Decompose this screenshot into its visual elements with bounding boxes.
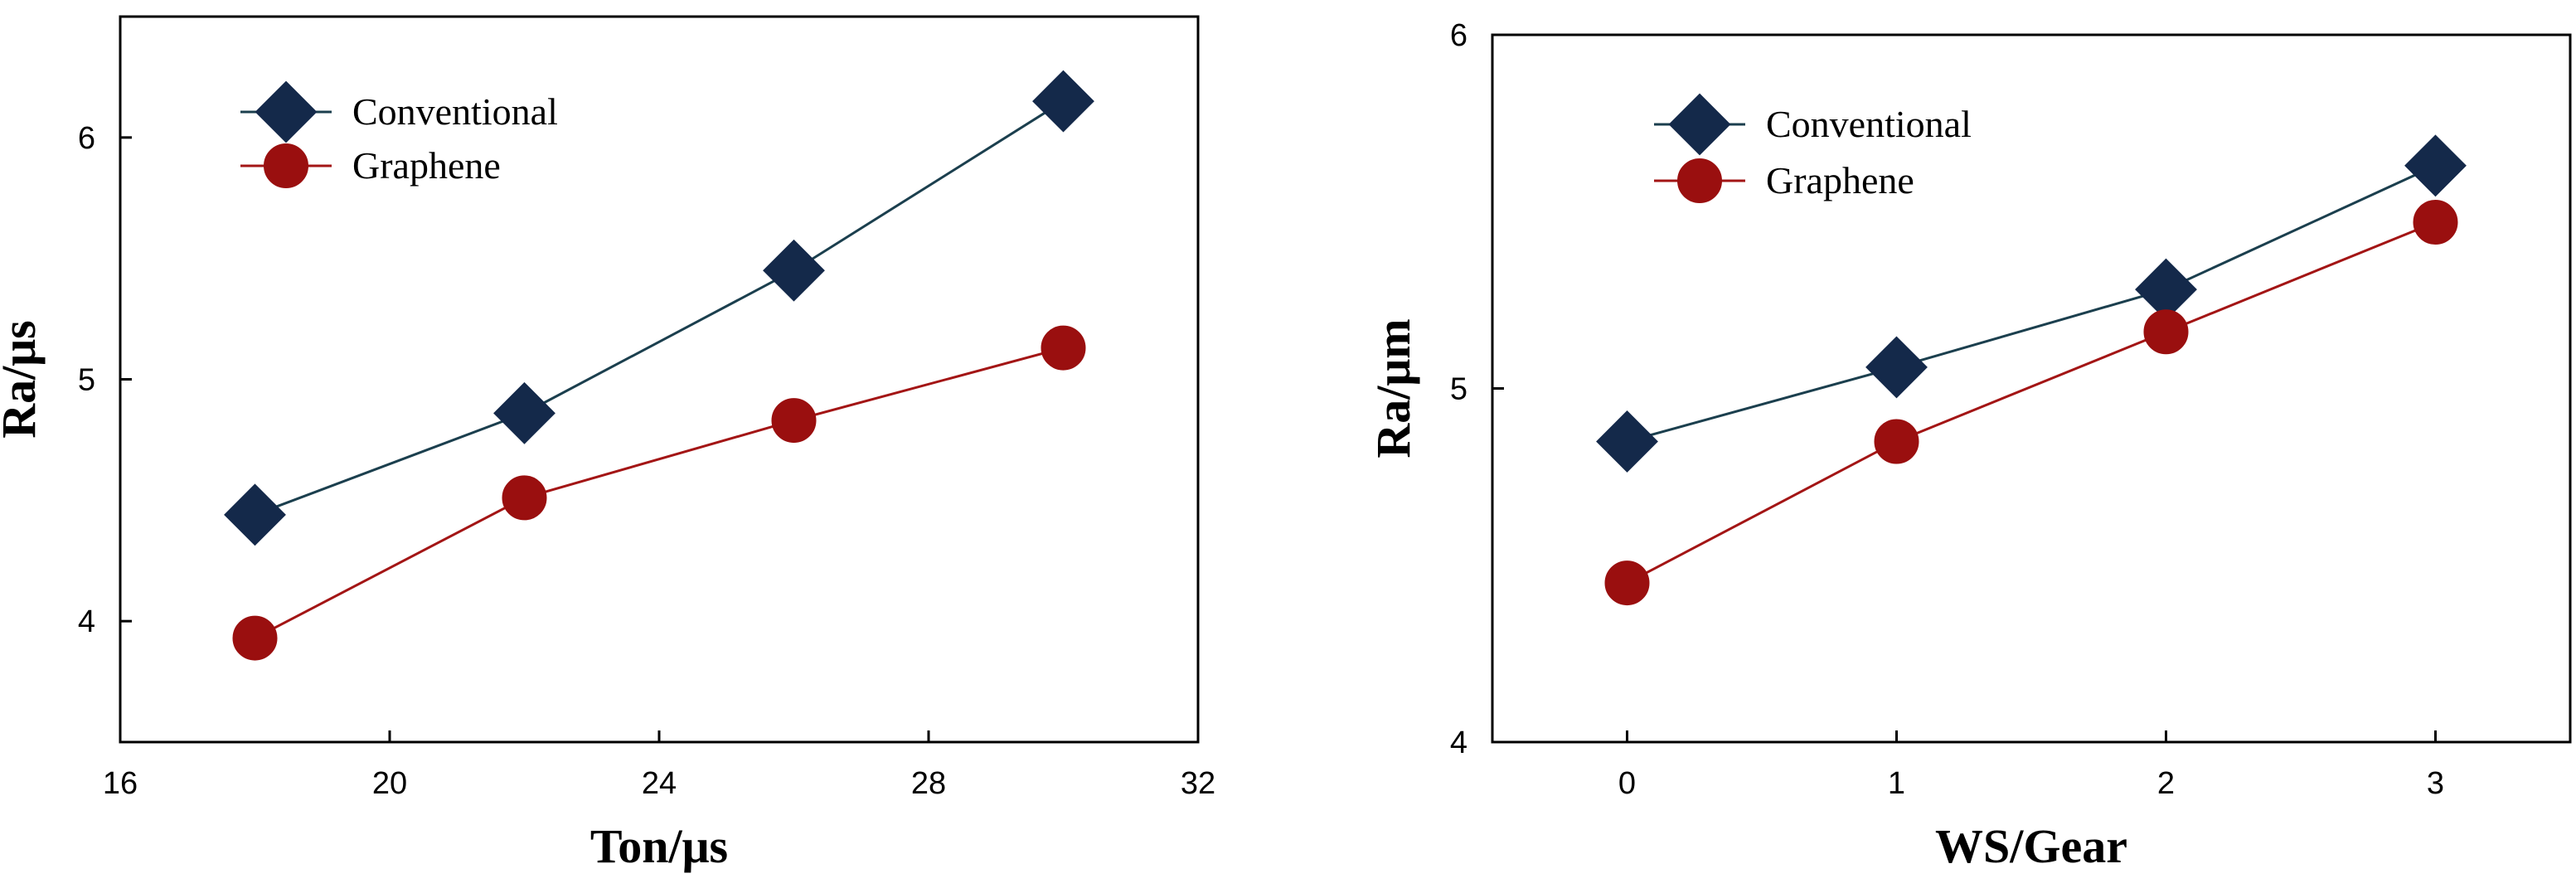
data-point-conventional [2404, 134, 2467, 197]
x-tick-label: 20 [372, 766, 407, 801]
legend-label: Graphene [1766, 159, 1914, 201]
y-tick-label: 4 [1450, 725, 1467, 760]
series-line-graphene [1626, 221, 2437, 585]
legend-label: Conventional [1766, 103, 1972, 145]
data-point-graphene [771, 398, 817, 444]
series-line-conventional [1627, 164, 2437, 443]
x-axis-title: Ton/μs [590, 819, 728, 873]
data-point-graphene [1604, 560, 1650, 606]
y-axis-title: Ra/μs [0, 320, 46, 438]
x-tick-label: 0 [1618, 766, 1636, 801]
left-chart: 16 20 24 28 32 4 5 6 Ton/μs Ra/μs Conventional Grap… [0, 15, 1215, 873]
data-point-graphene [1874, 419, 1919, 464]
data-point-graphene [502, 475, 547, 521]
x-tick-label: 28 [911, 766, 946, 801]
data-point-conventional [1596, 410, 1658, 473]
data-point-conventional [1865, 336, 1928, 399]
y-tick-label: 5 [1450, 372, 1467, 407]
data-point-conventional [763, 239, 825, 302]
x-tick-label: 16 [103, 766, 138, 801]
data-point-graphene [2413, 200, 2458, 245]
data-point-conventional [224, 483, 286, 546]
y-tick-label: 4 [78, 604, 95, 639]
data-point-conventional [1032, 70, 1094, 133]
x-axis-title: WS/Gear [1935, 819, 2127, 873]
legend-marker-graphene [1677, 158, 1722, 203]
data-point-conventional [493, 381, 555, 444]
y-tick-label: 6 [78, 121, 95, 156]
y-axis-title: Ra/μm [1366, 318, 1420, 458]
x-tick-label: 2 [2157, 766, 2175, 801]
y-tick-label: 5 [78, 363, 95, 398]
right-chart: 0 1 2 3 4 5 6 WS/Gear Ra/μm Conventional Graphene [1366, 18, 2572, 873]
series-line-conventional [254, 99, 1065, 517]
legend-label: Conventional [352, 90, 558, 133]
legend-marker-conventional [255, 80, 318, 143]
x-tick-label: 32 [1181, 766, 1215, 801]
y-tick-label: 6 [1450, 18, 1467, 53]
plot-frame [1491, 33, 2572, 744]
legend-marker-graphene [264, 143, 308, 188]
series-line-graphene [254, 347, 1064, 639]
data-point-graphene [2143, 309, 2189, 355]
legend-marker-conventional [1668, 93, 1731, 156]
data-point-graphene [1041, 325, 1086, 371]
x-tick-label: 1 [1888, 766, 1905, 801]
legend-label: Graphene [352, 144, 501, 187]
x-tick-label: 3 [2427, 766, 2444, 801]
data-point-graphene [232, 615, 278, 661]
x-tick-label: 24 [642, 766, 677, 801]
